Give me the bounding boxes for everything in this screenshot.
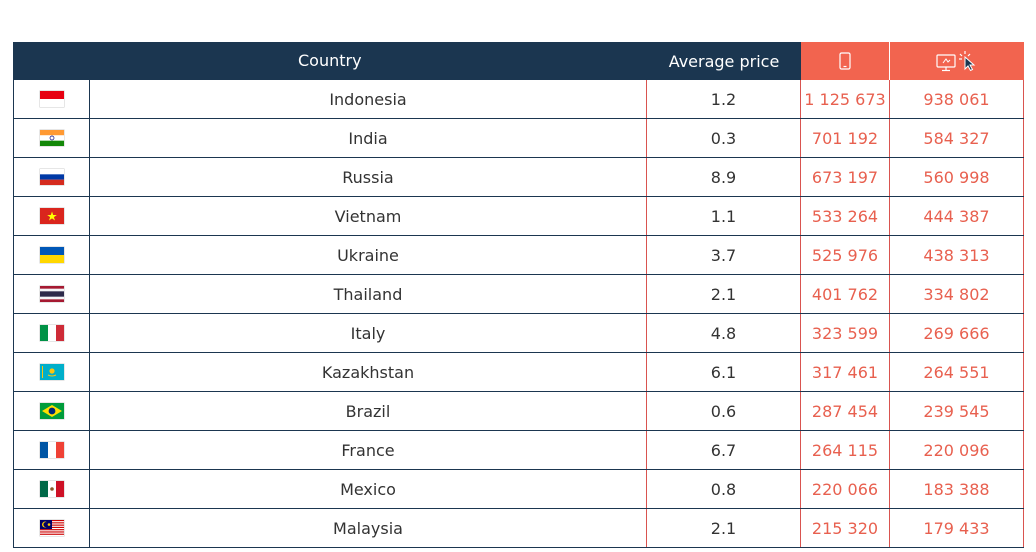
average-price-cell: 6.1	[647, 353, 801, 391]
flag-italy-icon	[39, 325, 64, 341]
desktop-value-cell: 438 313	[890, 236, 1024, 274]
flag-cell	[13, 470, 90, 508]
flag-cell	[13, 236, 90, 274]
average-price-cell: 2.1	[647, 509, 801, 547]
table-row: Kazakhstan 6.1 317 461 264 551	[13, 353, 1024, 392]
country-cell: Brazil	[90, 392, 647, 430]
flag-cell	[13, 197, 90, 235]
header-country-label: Country	[298, 51, 362, 70]
average-price-cell: 8.9	[647, 158, 801, 196]
flag-vietnam-icon	[39, 208, 64, 224]
flag-indonesia-icon	[39, 91, 64, 107]
country-cell: Kazakhstan	[90, 353, 647, 391]
table-row: France 6.7 264 115 220 096	[13, 431, 1024, 470]
table-body: Indonesia 1.2 1 125 673 938 061 India 0.3 701 …	[13, 80, 1024, 548]
desktop-value-cell: 179 433	[890, 509, 1024, 547]
desktop-value-cell: 938 061	[890, 80, 1024, 118]
flag-malaysia-icon	[39, 520, 64, 536]
mobile-value-cell: 533 264	[801, 197, 890, 235]
mobile-value-cell: 525 976	[801, 236, 890, 274]
flag-cell	[13, 158, 90, 196]
average-price-cell: 1.2	[647, 80, 801, 118]
desktop-value-cell: 269 666	[890, 314, 1024, 352]
flag-cell	[13, 392, 90, 430]
header-flag-cell	[13, 42, 90, 80]
mobile-value-cell: 215 320	[801, 509, 890, 547]
table-row: India 0.3 701 192 584 327	[13, 119, 1024, 158]
flag-thailand-icon	[39, 286, 64, 302]
flag-ukraine-icon	[39, 247, 64, 263]
mobile-value-cell: 401 762	[801, 275, 890, 313]
desktop-value-cell: 264 551	[890, 353, 1024, 391]
table-row: Indonesia 1.2 1 125 673 938 061	[13, 80, 1024, 119]
country-cell: Indonesia	[90, 80, 647, 118]
table-header: Country Average price	[13, 42, 1024, 80]
desktop-value-cell: 334 802	[890, 275, 1024, 313]
country-cell: Thailand	[90, 275, 647, 313]
desktop-value-cell: 239 545	[890, 392, 1024, 430]
table-row: Brazil 0.6 287 454 239 545	[13, 392, 1024, 431]
country-cell: Ukraine	[90, 236, 647, 274]
country-cell: Russia	[90, 158, 647, 196]
mobile-value-cell: 264 115	[801, 431, 890, 469]
flag-france-icon	[39, 442, 64, 458]
average-price-cell: 0.6	[647, 392, 801, 430]
average-price-cell: 6.7	[647, 431, 801, 469]
flag-mexico-icon	[39, 481, 64, 497]
flag-cell	[13, 353, 90, 391]
desktop-value-cell: 183 388	[890, 470, 1024, 508]
country-cell: France	[90, 431, 647, 469]
table-row: Russia 8.9 673 197 560 998	[13, 158, 1024, 197]
mobile-value-cell: 673 197	[801, 158, 890, 196]
average-price-cell: 4.8	[647, 314, 801, 352]
country-cell: Mexico	[90, 470, 647, 508]
flag-russia-icon	[39, 169, 64, 185]
mobile-value-cell: 317 461	[801, 353, 890, 391]
country-price-table: Country Average price	[13, 42, 1024, 548]
table-row: Thailand 2.1 401 762 334 802	[13, 275, 1024, 314]
country-cell: Italy	[90, 314, 647, 352]
desktop-click-icon	[935, 50, 979, 72]
average-price-cell: 2.1	[647, 275, 801, 313]
desktop-value-cell: 444 387	[890, 197, 1024, 235]
flag-cell	[13, 80, 90, 118]
mobile-value-cell: 220 066	[801, 470, 890, 508]
flag-cell	[13, 275, 90, 313]
flag-kazakhstan-icon	[39, 364, 64, 380]
average-price-cell: 0.3	[647, 119, 801, 157]
flag-cell	[13, 431, 90, 469]
table-row: Vietnam 1.1 533 264 444 387	[13, 197, 1024, 236]
average-price-cell: 0.8	[647, 470, 801, 508]
table-row: Ukraine 3.7 525 976 438 313	[13, 236, 1024, 275]
header-average-price: Average price	[668, 51, 780, 71]
country-cell: Malaysia	[90, 509, 647, 547]
header-desktop-column[interactable]	[890, 42, 1024, 80]
flag-india-icon	[39, 130, 64, 146]
mobile-value-cell: 1 125 673	[801, 80, 890, 118]
average-price-cell: 1.1	[647, 197, 801, 235]
flag-cell	[13, 509, 90, 547]
mobile-value-cell: 287 454	[801, 392, 890, 430]
mobile-phone-icon	[839, 52, 851, 70]
table-row: Malaysia 2.1 215 320 179 433	[13, 509, 1024, 548]
flag-cell	[13, 314, 90, 352]
table-row: Italy 4.8 323 599 269 666	[13, 314, 1024, 353]
desktop-value-cell: 584 327	[890, 119, 1024, 157]
header-mobile-column[interactable]	[801, 42, 890, 80]
desktop-value-cell: 220 096	[890, 431, 1024, 469]
average-price-cell: 3.7	[647, 236, 801, 274]
mobile-value-cell: 323 599	[801, 314, 890, 352]
country-cell: Vietnam	[90, 197, 647, 235]
table-row: Mexico 0.8 220 066 183 388	[13, 470, 1024, 509]
mobile-value-cell: 701 192	[801, 119, 890, 157]
desktop-value-cell: 560 998	[890, 158, 1024, 196]
flag-cell	[13, 119, 90, 157]
header-country-cell: Country	[90, 42, 647, 80]
country-cell: India	[90, 119, 647, 157]
flag-brazil-icon	[39, 403, 64, 419]
